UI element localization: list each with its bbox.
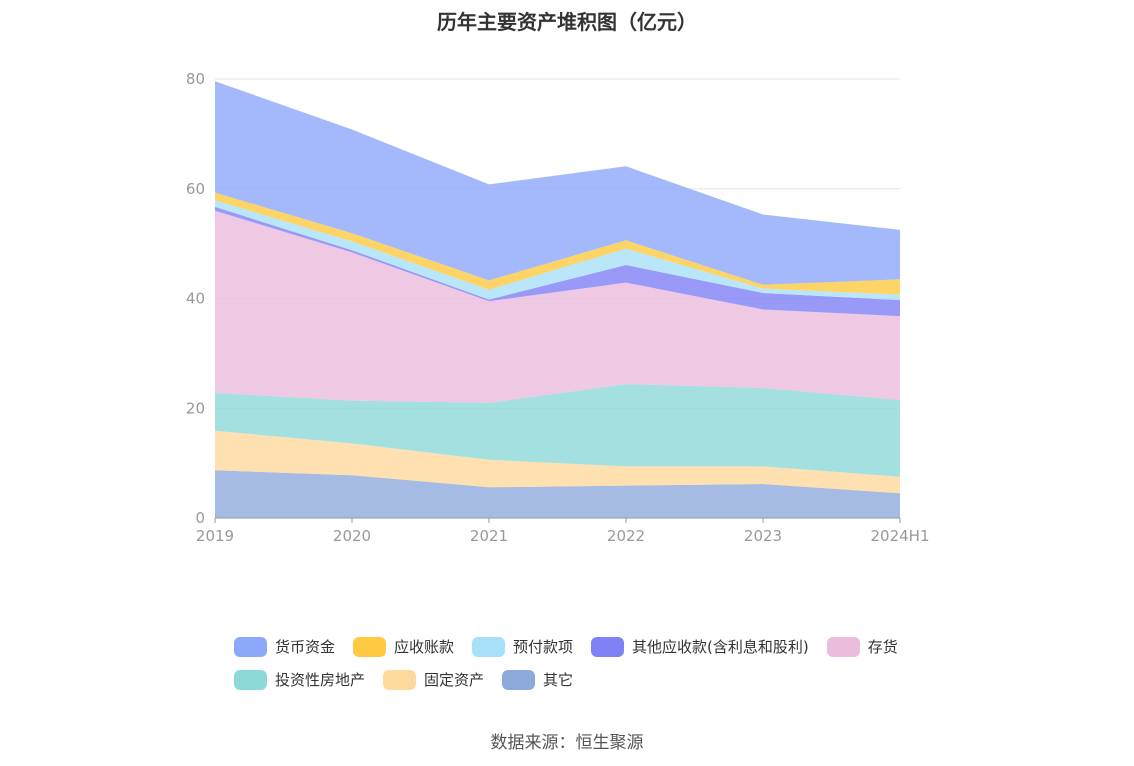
x-tick-label: 2023 [744, 527, 782, 545]
legend-item-qita[interactable]: 其它 [502, 669, 573, 690]
y-tick-label: 20 [186, 399, 205, 417]
legend-row: 货币资金 应收账款 预付款项 其他应收款(含利息和股利) 存货 [234, 630, 934, 663]
legend-swatch [353, 636, 387, 657]
legend-swatch [234, 669, 267, 690]
legend-item-gudingzichan[interactable]: 固定资产 [383, 669, 484, 690]
legend-label: 其它 [543, 671, 574, 689]
legend-item-huobizijin[interactable]: 货币资金 [234, 636, 335, 657]
legend-row: 投资性房地产 固定资产 其它 [234, 663, 934, 696]
area-series-6 [215, 192, 900, 295]
y-tick-label: 60 [186, 180, 205, 198]
legend-label: 货币资金 [275, 638, 336, 656]
axes: 0 20 40 60 80 2019 2020 2021 2022 2023 2024H1 [186, 70, 930, 545]
legend-item-yingshouzhangkuan[interactable]: 应收账款 [353, 636, 454, 657]
legend-label: 固定资产 [424, 671, 485, 689]
legend-swatch [826, 636, 860, 657]
x-tick-label: 2019 [196, 527, 234, 545]
y-tick-label: 0 [195, 509, 205, 527]
chart-title: 历年主要资产堆积图（亿元） [437, 10, 697, 34]
x-tick-label: 2020 [333, 527, 371, 545]
legend-swatch [591, 636, 625, 657]
area-series-7 [215, 81, 900, 285]
y-tick-label: 40 [186, 290, 205, 308]
area-series-5 [215, 200, 900, 301]
legend-label: 预付款项 [513, 638, 574, 656]
legend-item-touzixingfangdichan[interactable]: 投资性房地产 [234, 669, 365, 690]
y-tick-label: 80 [186, 70, 205, 88]
legend-swatch [383, 669, 417, 690]
area-series-1 [215, 430, 900, 494]
legend-label: 存货 [867, 638, 898, 656]
legend: 货币资金 应收账款 预付款项 其他应收款(含利息和股利) 存货 投资性房地产 固… [234, 630, 934, 696]
legend-item-cunhuo[interactable]: 存货 [826, 636, 898, 657]
x-tick-label: 2021 [470, 527, 508, 545]
x-tick-label: 2022 [607, 527, 645, 545]
legend-item-qitayingshoukuan[interactable]: 其他应收款(含利息和股利) [591, 636, 809, 657]
legend-label: 其他应收款(含利息和股利) [632, 638, 809, 656]
area-series-3 [215, 210, 900, 403]
x-tick-label: 2024H1 [871, 527, 930, 545]
area-series-4 [215, 206, 900, 317]
legend-swatch [472, 636, 506, 657]
legend-label: 投资性房地产 [275, 671, 366, 689]
legend-item-yufukuanxiang[interactable]: 预付款项 [472, 636, 573, 657]
area-series [215, 81, 900, 518]
legend-swatch [234, 636, 267, 657]
legend-swatch [502, 669, 536, 690]
legend-label: 应收账款 [394, 638, 455, 656]
area-series-2 [215, 384, 900, 477]
data-source: 数据来源：恒生聚源 [490, 733, 644, 753]
area-series-0 [215, 470, 900, 518]
